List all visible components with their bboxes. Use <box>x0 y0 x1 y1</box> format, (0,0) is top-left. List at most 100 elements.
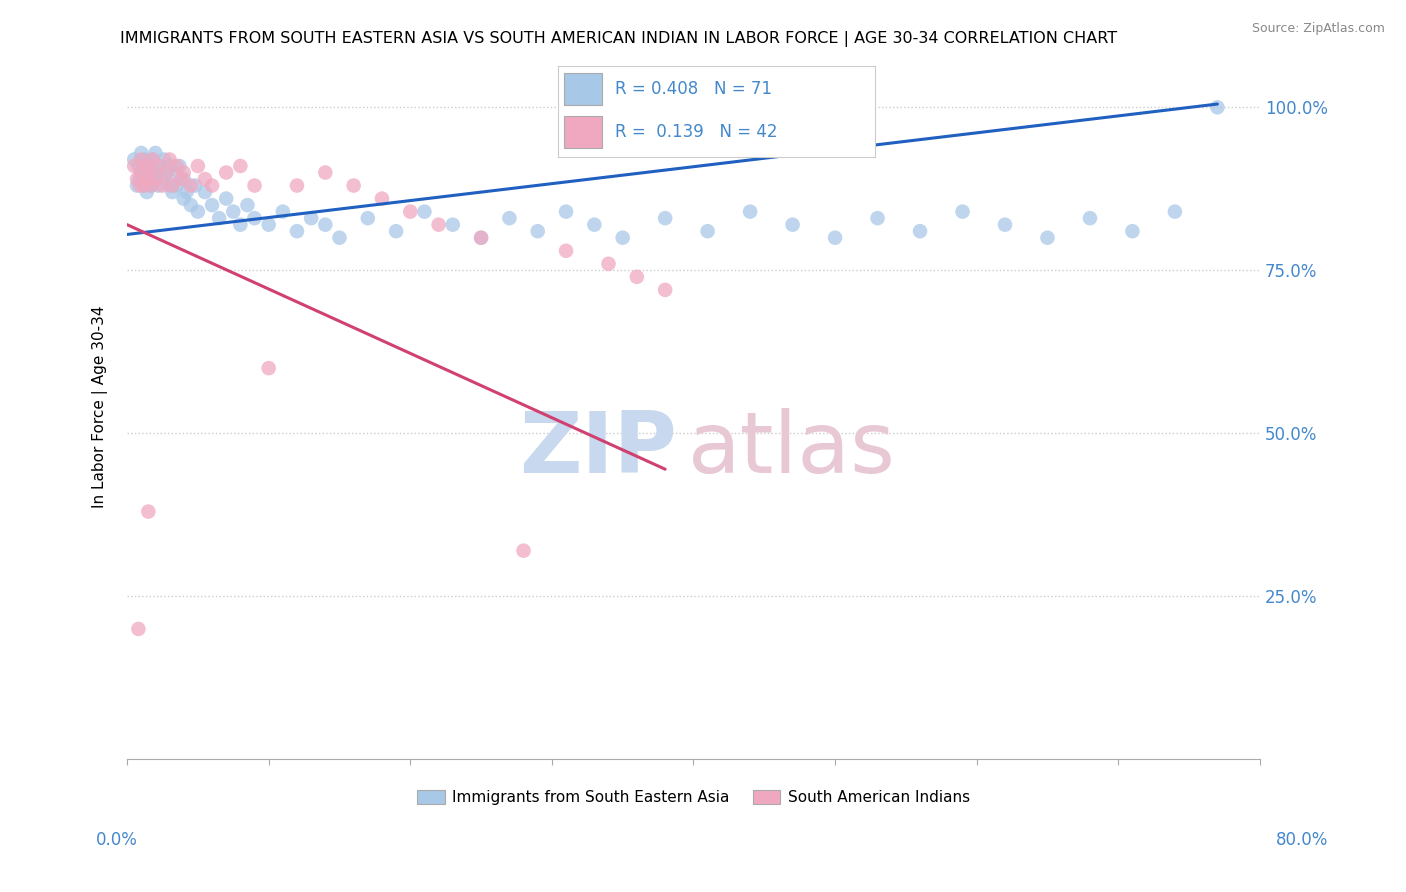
Point <box>176 185 198 199</box>
Point <box>866 211 889 226</box>
Point <box>271 204 294 219</box>
Point <box>138 165 160 179</box>
Point <box>129 165 152 179</box>
Point <box>141 178 163 193</box>
Point <box>285 224 308 238</box>
Point <box>129 165 152 179</box>
Point <box>952 204 974 219</box>
Point <box>127 159 149 173</box>
Point <box>142 153 165 167</box>
Point <box>134 159 156 173</box>
Point <box>138 159 160 173</box>
Point <box>399 204 422 219</box>
Point <box>173 165 195 179</box>
Point <box>122 159 145 173</box>
Point <box>612 230 634 244</box>
Point <box>314 218 336 232</box>
Point <box>173 172 195 186</box>
Point <box>166 178 188 193</box>
Point <box>215 192 238 206</box>
Point <box>201 178 224 193</box>
Point <box>229 218 252 232</box>
Point <box>526 224 548 238</box>
Point <box>148 159 170 173</box>
Point <box>173 192 195 206</box>
Point <box>128 178 150 193</box>
Point <box>1164 204 1187 219</box>
Point <box>132 178 155 193</box>
Point <box>142 153 165 167</box>
Text: IMMIGRANTS FROM SOUTH EASTERN ASIA VS SOUTH AMERICAN INDIAN IN LABOR FORCE | AGE: IMMIGRANTS FROM SOUTH EASTERN ASIA VS SO… <box>120 31 1118 47</box>
Point <box>328 230 350 244</box>
Point <box>145 145 167 160</box>
Point <box>180 178 202 193</box>
Point <box>696 224 718 238</box>
Point <box>125 178 148 193</box>
Text: 0.0%: 0.0% <box>96 831 138 849</box>
Point <box>129 145 152 160</box>
Point <box>134 153 156 167</box>
Point <box>165 165 187 179</box>
Point <box>132 178 155 193</box>
Point <box>427 218 450 232</box>
Point <box>187 159 209 173</box>
Point <box>159 159 181 173</box>
Point <box>156 165 179 179</box>
Point <box>127 622 149 636</box>
Point <box>184 178 207 193</box>
Point <box>162 178 184 193</box>
Point <box>148 178 170 193</box>
Legend: Immigrants from South Eastern Asia, South American Indians: Immigrants from South Eastern Asia, Sout… <box>411 784 976 812</box>
Point <box>555 204 578 219</box>
Point <box>194 185 217 199</box>
Point <box>285 178 308 193</box>
Point <box>222 204 245 219</box>
Point <box>257 361 280 376</box>
Text: atlas: atlas <box>688 408 896 491</box>
Point <box>135 172 157 186</box>
Point <box>314 165 336 179</box>
Point <box>136 165 159 179</box>
Point <box>994 218 1017 232</box>
Point <box>1078 211 1101 226</box>
Point <box>135 185 157 199</box>
Point <box>153 153 176 167</box>
Point <box>145 172 167 186</box>
Point <box>740 204 762 219</box>
Point <box>141 178 163 193</box>
Point <box>413 204 436 219</box>
Point <box>299 211 322 226</box>
Point <box>128 172 150 186</box>
Point <box>159 178 181 193</box>
Point <box>136 505 159 519</box>
Point <box>512 543 534 558</box>
Point <box>180 198 202 212</box>
Y-axis label: In Labor Force | Age 30-34: In Labor Force | Age 30-34 <box>93 306 108 508</box>
Point <box>162 185 184 199</box>
Point <box>782 218 804 232</box>
Point <box>187 204 209 219</box>
Point <box>1121 224 1143 238</box>
Point <box>208 211 231 226</box>
Text: Source: ZipAtlas.com: Source: ZipAtlas.com <box>1251 22 1385 36</box>
Point <box>236 198 259 212</box>
Point <box>229 159 252 173</box>
Point <box>201 198 224 212</box>
Point <box>215 165 238 179</box>
Point <box>243 211 266 226</box>
Point <box>357 211 380 226</box>
Point <box>243 178 266 193</box>
Point <box>125 172 148 186</box>
Text: 80.0%: 80.0% <box>1277 831 1329 849</box>
Text: ZIP: ZIP <box>519 408 676 491</box>
Point <box>598 257 620 271</box>
Point <box>1206 100 1229 114</box>
Point <box>908 224 931 238</box>
Point <box>555 244 578 258</box>
Point <box>654 211 676 226</box>
Point <box>824 230 846 244</box>
Point <box>194 172 217 186</box>
Point <box>385 224 408 238</box>
Point <box>166 159 188 173</box>
Point <box>169 159 191 173</box>
